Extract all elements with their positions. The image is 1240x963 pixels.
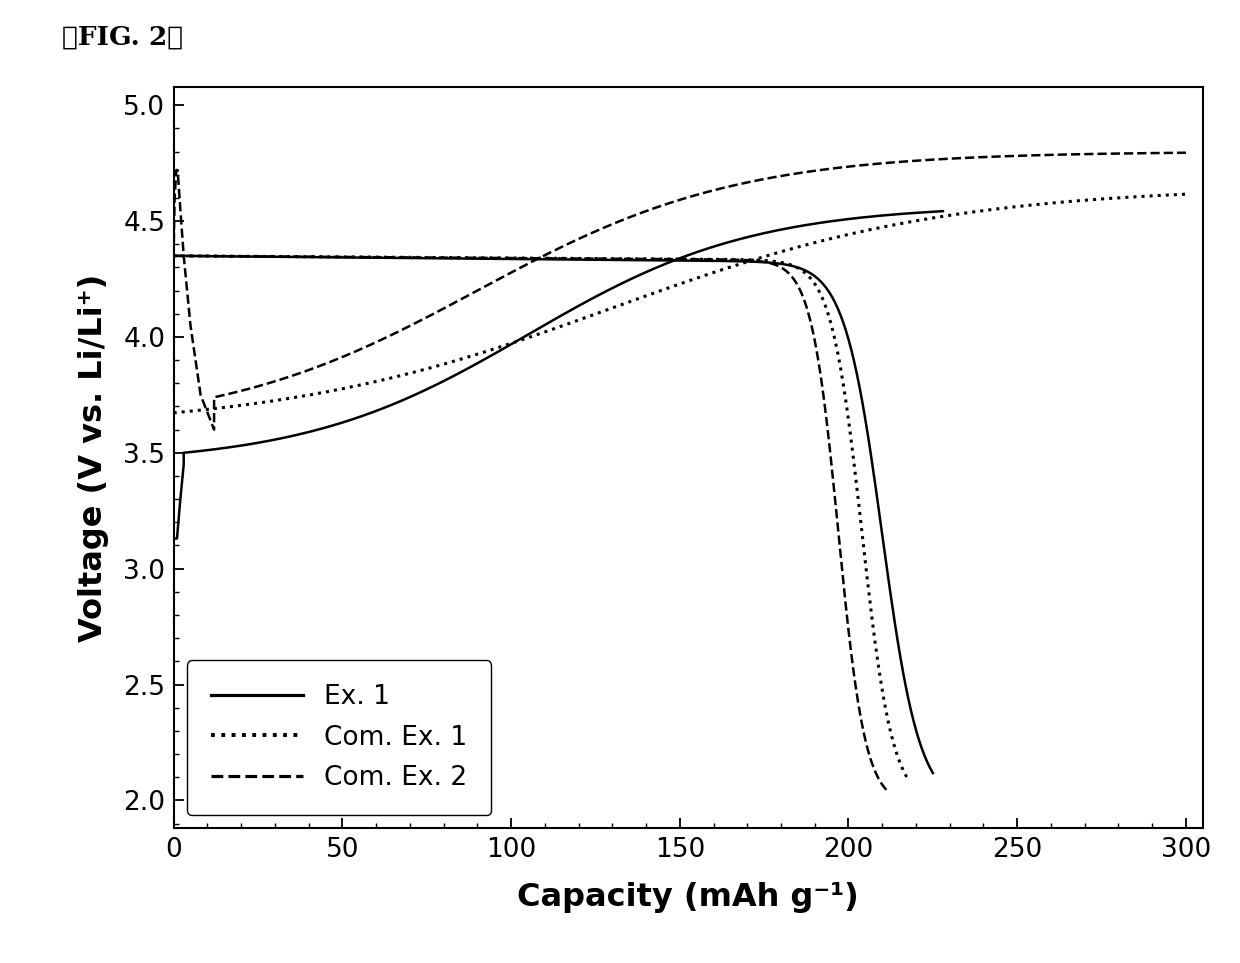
Y-axis label: Voltage (V vs. Li/Li⁺): Voltage (V vs. Li/Li⁺) [78,273,109,641]
Legend: Ex. 1, Com. Ex. 1, Com. Ex. 2: Ex. 1, Com. Ex. 1, Com. Ex. 2 [187,661,491,815]
X-axis label: Capacity (mAh g⁻¹): Capacity (mAh g⁻¹) [517,882,859,913]
Text: 』FIG. 2】: 』FIG. 2】 [62,24,184,49]
